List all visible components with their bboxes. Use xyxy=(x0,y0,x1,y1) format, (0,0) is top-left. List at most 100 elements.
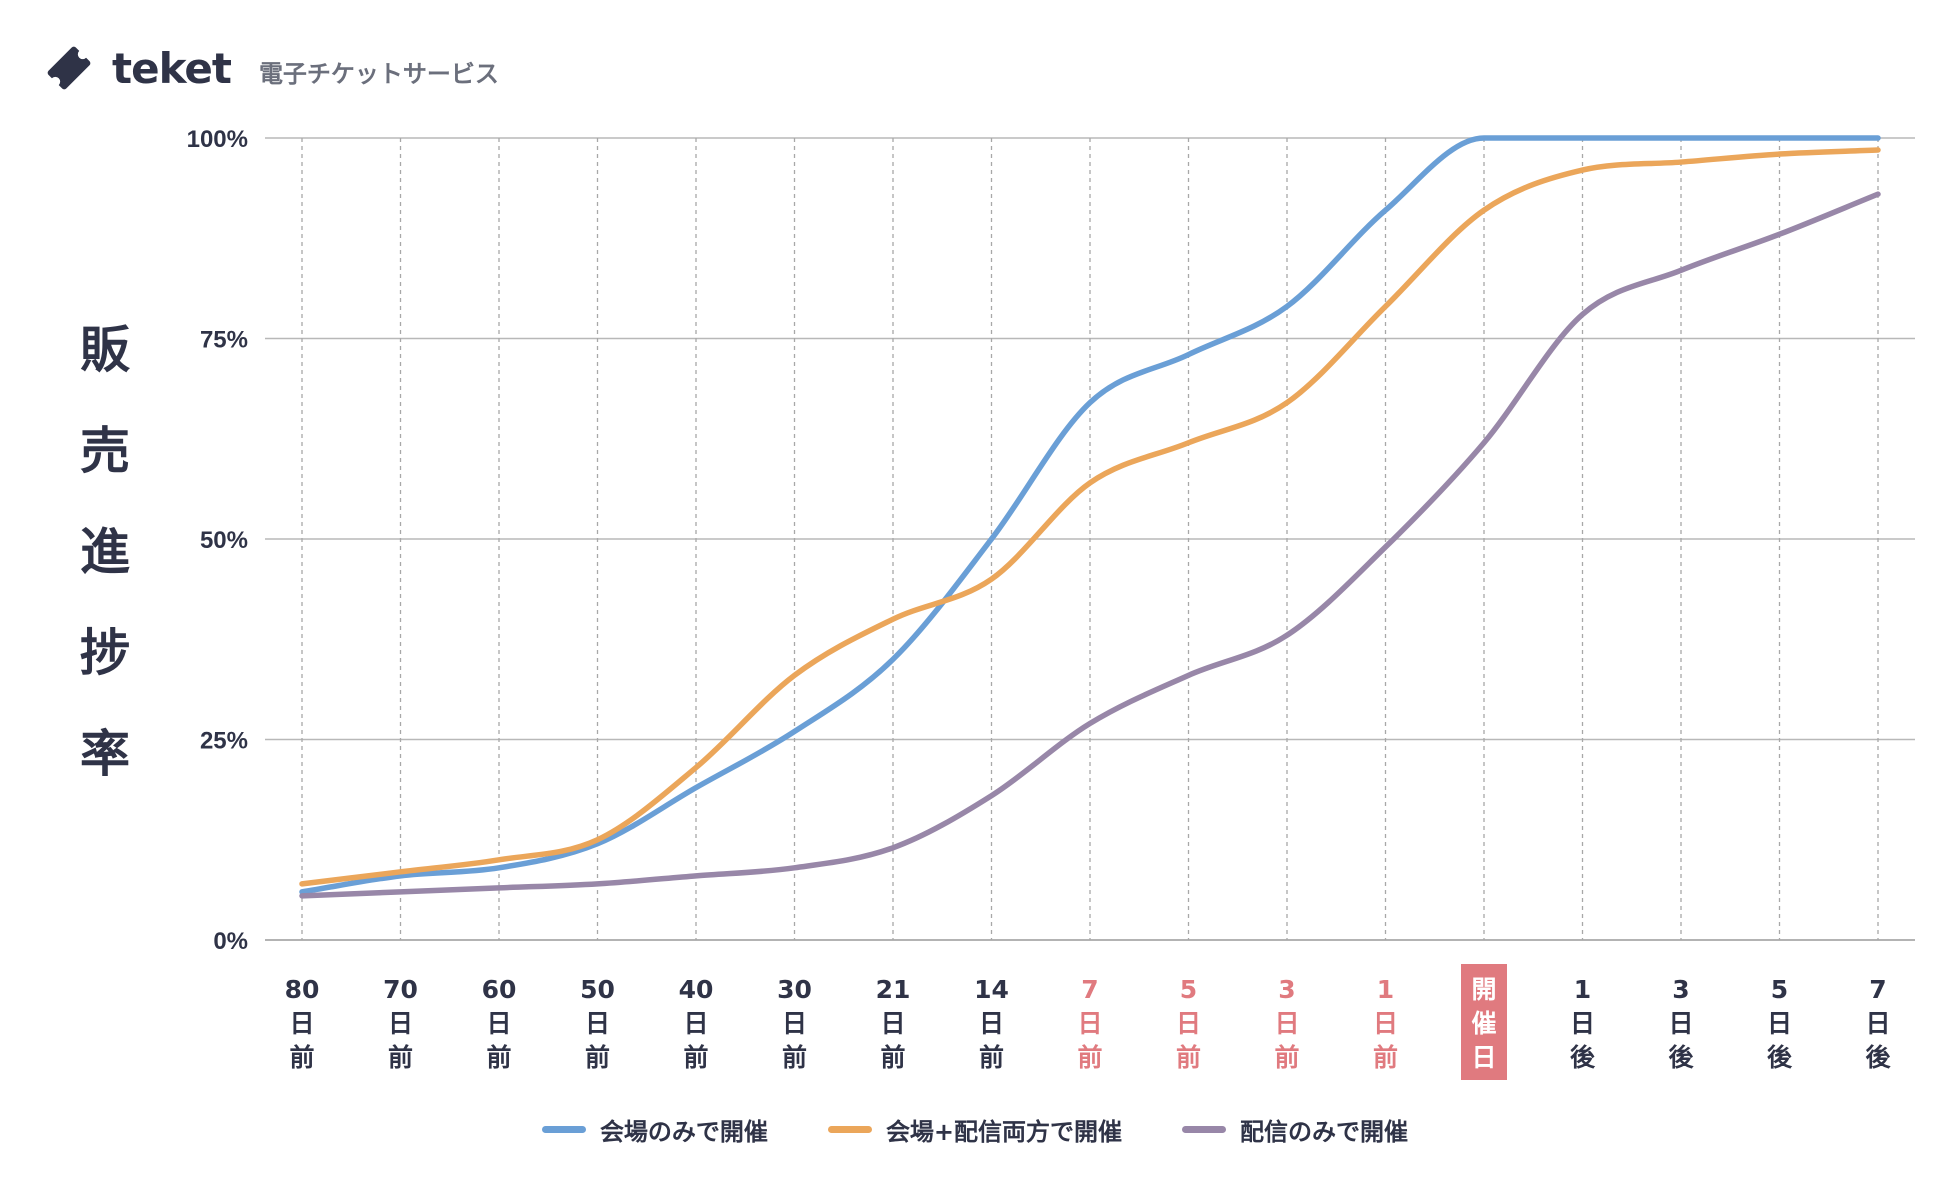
y-axis-ticks: 0% 25% 50% 75% 100% xyxy=(187,126,248,955)
x-tick-text: 80 xyxy=(285,975,320,1004)
x-tick-text: 日 xyxy=(1176,1009,1201,1038)
x-tick-text: 7 xyxy=(1081,975,1098,1004)
x-tick-text: 30 xyxy=(777,975,812,1004)
header: teket 電子チケットサービス xyxy=(40,38,499,98)
legend-swatch xyxy=(827,1126,872,1133)
x-tick-text: 50 xyxy=(580,975,615,1004)
legend-item: 会場+配信両方で開催 xyxy=(827,1112,1123,1147)
x-tick-text: 前 xyxy=(979,1043,1004,1072)
y-axis-label: 販 売 進 捗 率 xyxy=(70,300,140,805)
y-tick-label: 100% xyxy=(187,126,248,153)
x-tick-text: 前 xyxy=(880,1043,905,1072)
x-tick-text: 14 xyxy=(974,975,1009,1004)
legend-swatch xyxy=(1182,1126,1227,1133)
x-tick-text: 日 xyxy=(486,1009,511,1038)
event-day-highlight xyxy=(1461,964,1507,1080)
series-lines xyxy=(299,135,1881,899)
y-tick-label: 50% xyxy=(200,527,248,554)
y-tick-label: 25% xyxy=(200,728,248,755)
legend-label: 会場+配信両方で開催 xyxy=(885,1118,1123,1146)
x-tick-text: 日 xyxy=(1570,1009,1595,1038)
x-tick-label: 5 日後 xyxy=(1767,975,1793,1072)
x-tick-text: 開 xyxy=(1471,975,1496,1004)
x-tick-label: 3 日後 xyxy=(1668,975,1694,1072)
x-tick-text: 前 xyxy=(289,1043,314,1072)
series-line-3 xyxy=(299,191,1881,899)
y-tick-label: 0% xyxy=(213,928,248,955)
legend-label: 会場のみで開催 xyxy=(599,1118,768,1146)
x-tick-text: 1 xyxy=(1574,975,1591,1004)
x-tick-text: 3 xyxy=(1672,975,1689,1004)
x-tick-label: 開催日 xyxy=(1461,964,1507,1080)
x-tick-text: 前 xyxy=(1274,1043,1299,1072)
x-tick-text: 7 xyxy=(1869,975,1886,1004)
x-tick-text: 5 xyxy=(1771,975,1788,1004)
x-tick-label: 50 日前 xyxy=(580,975,615,1072)
x-tick-text: 日 xyxy=(1668,1009,1693,1038)
x-tick-text: 日 xyxy=(1865,1009,1890,1038)
series-line-2 xyxy=(299,147,1881,887)
legend: 会場のみで開催 会場+配信両方で開催 配信のみで開催 xyxy=(0,1112,1950,1147)
x-tick-label: 21 日前 xyxy=(876,975,911,1072)
x-tick-label: 14 日前 xyxy=(974,975,1009,1072)
x-tick-label: 7 日前 xyxy=(1077,975,1102,1072)
x-tick-text: 70 xyxy=(383,975,418,1004)
x-tick-label: 7 日後 xyxy=(1865,975,1891,1072)
x-tick-text: 前 xyxy=(1176,1043,1201,1072)
x-tick-text: 日 xyxy=(585,1009,610,1038)
legend-label: 配信のみで開催 xyxy=(1240,1118,1409,1146)
x-tick-label: 30 日前 xyxy=(777,975,812,1072)
x-tick-text: 後 xyxy=(1865,1043,1891,1072)
brand-tagline: 電子チケットサービス xyxy=(258,59,499,88)
legend-swatch xyxy=(541,1126,586,1133)
x-tick-text: 日 xyxy=(289,1009,314,1038)
series-line-1 xyxy=(299,135,1881,895)
y-axis-label-char: 販 xyxy=(80,321,130,379)
x-tick-label: 60 日前 xyxy=(482,975,517,1072)
y-tick-label: 75% xyxy=(200,327,248,354)
grid xyxy=(265,137,1915,941)
x-tick-label: 70 日前 xyxy=(383,975,418,1072)
x-tick-text: 日 xyxy=(1077,1009,1102,1038)
x-tick-label: 80 日前 xyxy=(285,975,320,1072)
y-axis-label-char: 売 xyxy=(80,422,130,480)
x-tick-label: 1 日前 xyxy=(1373,975,1398,1072)
x-tick-text: 60 xyxy=(482,975,517,1004)
x-tick-text: 後 xyxy=(1767,1043,1793,1072)
x-tick-label: 5 日前 xyxy=(1176,975,1201,1072)
x-tick-text: 前 xyxy=(1373,1043,1398,1072)
legend-item: 配信のみで開催 xyxy=(1182,1112,1408,1147)
x-tick-label: 1 日後 xyxy=(1570,975,1596,1072)
x-axis-ticks: 80日前70日前60日前50日前40日前30日前21日前14日前7日前5日前3日… xyxy=(285,964,1891,1080)
x-tick-text: 40 xyxy=(679,975,714,1004)
x-tick-label: 3 日前 xyxy=(1274,975,1299,1072)
x-tick-text: 後 xyxy=(1668,1043,1694,1072)
x-tick-text: 前 xyxy=(683,1043,708,1072)
x-tick-text: 日 xyxy=(1471,1043,1496,1072)
x-tick-text: 前 xyxy=(585,1043,610,1072)
x-tick-text: 日 xyxy=(1274,1009,1299,1038)
x-tick-text: 後 xyxy=(1570,1043,1596,1072)
x-tick-text: 日 xyxy=(782,1009,807,1038)
x-tick-text: 前 xyxy=(486,1043,511,1072)
x-tick-text: 前 xyxy=(388,1043,413,1072)
brand-name: teket xyxy=(112,43,232,93)
y-axis-label-char: 捗 xyxy=(80,624,130,682)
x-tick-text: 日 xyxy=(1373,1009,1398,1038)
x-tick-text: 3 xyxy=(1278,975,1295,1004)
x-tick-text: 催 xyxy=(1471,1009,1496,1038)
x-tick-text: 日 xyxy=(880,1009,905,1038)
x-tick-text: 5 xyxy=(1180,975,1197,1004)
x-tick-text: 前 xyxy=(782,1043,807,1072)
legend-item: 会場のみで開催 xyxy=(541,1112,768,1147)
x-tick-label: 40 日前 xyxy=(679,975,714,1072)
x-tick-text: 日 xyxy=(1767,1009,1792,1038)
x-tick-text: 日 xyxy=(388,1009,413,1038)
x-tick-text: 日 xyxy=(979,1009,1004,1038)
x-tick-text: 1 xyxy=(1377,975,1394,1004)
x-tick-text: 日 xyxy=(683,1009,708,1038)
y-axis-label-char: 率 xyxy=(80,725,130,783)
x-tick-text: 前 xyxy=(1077,1043,1102,1072)
y-axis-label-char: 進 xyxy=(80,523,130,581)
